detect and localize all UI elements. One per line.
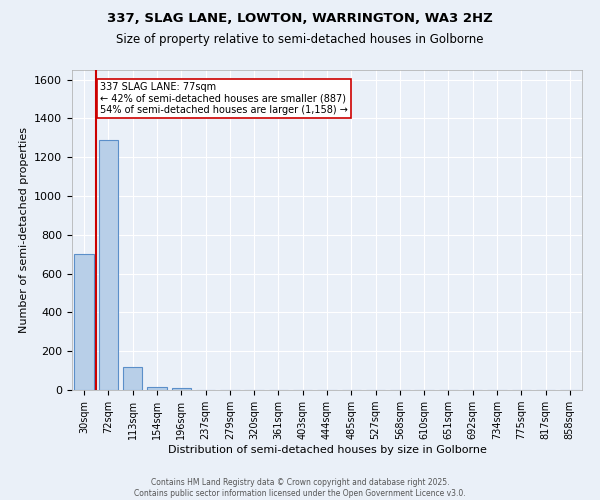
Bar — [74, 254, 94, 390]
Text: Size of property relative to semi-detached houses in Golborne: Size of property relative to semi-detach… — [116, 32, 484, 46]
Text: 337, SLAG LANE, LOWTON, WARRINGTON, WA3 2HZ: 337, SLAG LANE, LOWTON, WARRINGTON, WA3 … — [107, 12, 493, 26]
Text: 337 SLAG LANE: 77sqm
← 42% of semi-detached houses are smaller (887)
54% of semi: 337 SLAG LANE: 77sqm ← 42% of semi-detac… — [100, 82, 348, 115]
Text: Contains HM Land Registry data © Crown copyright and database right 2025.
Contai: Contains HM Land Registry data © Crown c… — [134, 478, 466, 498]
X-axis label: Distribution of semi-detached houses by size in Golborne: Distribution of semi-detached houses by … — [167, 445, 487, 455]
Bar — [172, 388, 191, 390]
Bar — [123, 366, 142, 390]
Y-axis label: Number of semi-detached properties: Number of semi-detached properties — [19, 127, 29, 333]
Bar — [147, 387, 167, 390]
Bar — [99, 140, 118, 390]
